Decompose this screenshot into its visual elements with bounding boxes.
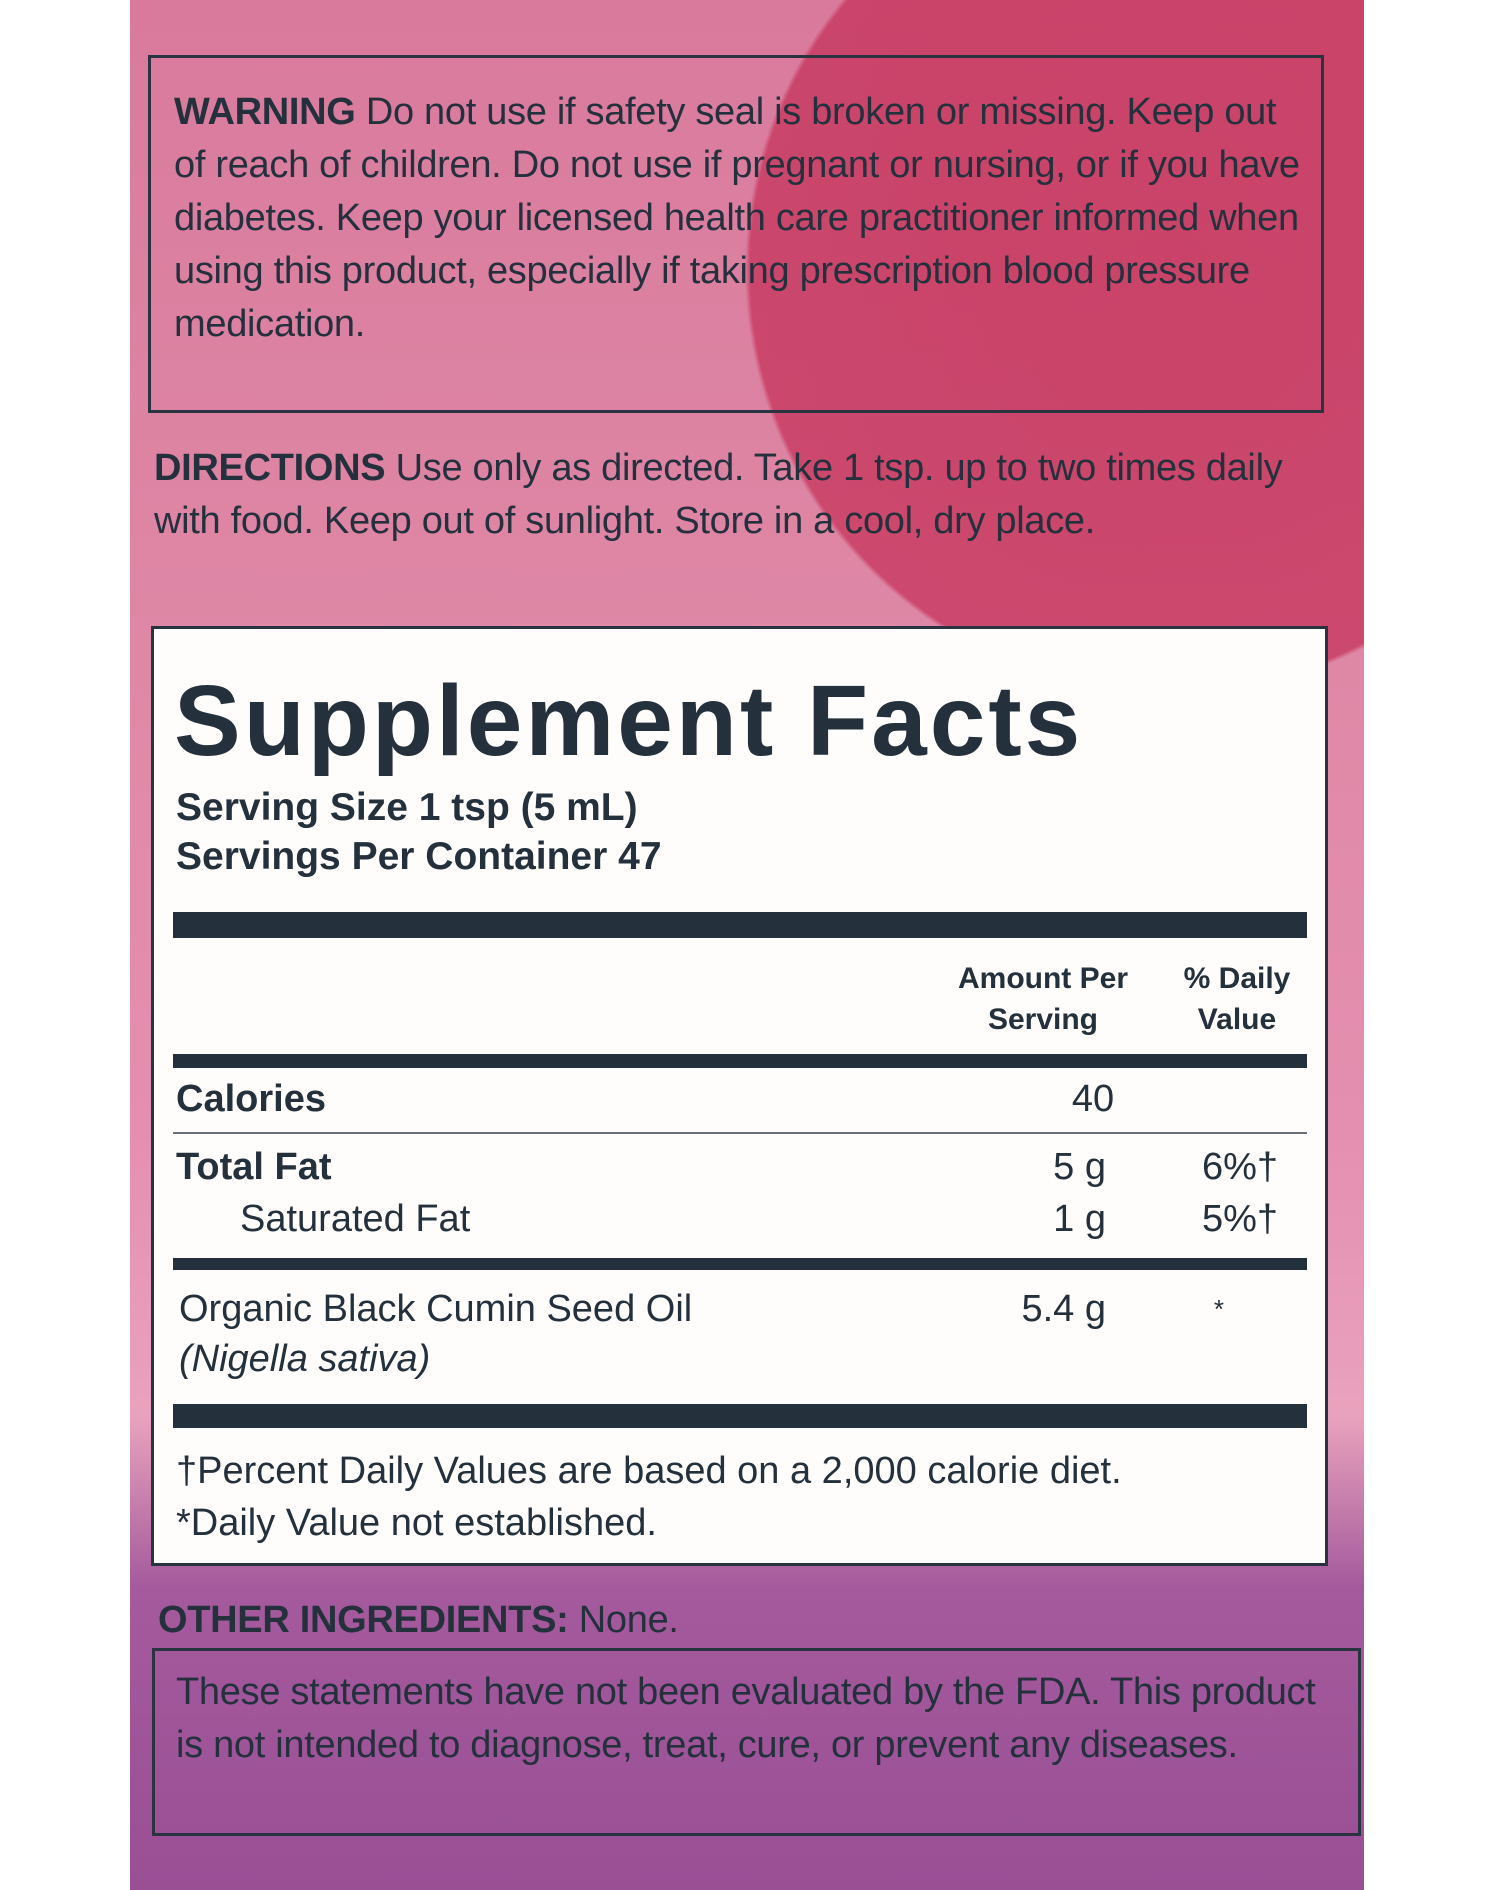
- ingredient-amount: 5.4 g: [1021, 1288, 1106, 1330]
- col-header-amount: Amount Per Serving: [923, 958, 1163, 1040]
- divider-thick: [173, 1404, 1307, 1428]
- facts-title: Supplement Facts: [174, 665, 1084, 777]
- ingredient-dv: *: [1213, 1294, 1224, 1324]
- col-dv-line1: % Daily: [1183, 962, 1291, 995]
- footnote-not-established: *Daily Value not established.: [176, 1502, 657, 1544]
- row-calories: Calories 40: [176, 1078, 1306, 1121]
- ingredient-name: Organic Black Cumin Seed Oil: [179, 1288, 693, 1330]
- nutrient-dv: 5%†: [1201, 1198, 1278, 1240]
- row-total-fat: Total Fat 5 g 6%†: [176, 1146, 1306, 1189]
- nutrient-amount: 40: [1071, 1078, 1115, 1120]
- divider-thin: [173, 1132, 1307, 1134]
- col-dv-line2: Value: [1197, 1003, 1277, 1036]
- divider-thick: [173, 912, 1307, 938]
- directions-text: DIRECTIONS Use only as directed. Take 1 …: [154, 442, 1304, 548]
- divider-medium: [173, 1054, 1307, 1068]
- row-black-cumin-oil: Organic Black Cumin Seed Oil (Nigella sa…: [179, 1288, 1306, 1381]
- other-ingredients-value: None.: [568, 1599, 679, 1641]
- serving-size: Serving Size 1 tsp (5 mL): [176, 786, 638, 829]
- footnote-dv: †Percent Daily Values are based on a 2,0…: [176, 1450, 1122, 1492]
- nutrient-dv: 6%†: [1201, 1146, 1278, 1188]
- nutrient-name: Saturated Fat: [240, 1198, 471, 1240]
- other-ingredients-heading: OTHER INGREDIENTS:: [158, 1599, 569, 1641]
- nutrient-amount: 1 g: [1053, 1198, 1106, 1240]
- warning-heading: WARNING: [174, 91, 356, 133]
- divider-medium: [173, 1258, 1307, 1270]
- nutrient-name: Calories: [176, 1078, 326, 1120]
- warning-box: [148, 55, 1324, 413]
- row-saturated-fat: Saturated Fat 1 g 5%†: [176, 1198, 1306, 1241]
- fda-disclaimer-box: [152, 1648, 1361, 1836]
- directions-heading: DIRECTIONS: [154, 447, 386, 489]
- warning-body: Do not use if safety seal is broken or m…: [174, 91, 1300, 345]
- ingredient-latin-name: (Nigella sativa): [179, 1338, 431, 1380]
- warning-text: WARNING Do not use if safety seal is bro…: [174, 86, 1314, 351]
- other-ingredients: OTHER INGREDIENTS: None.: [158, 1594, 679, 1647]
- servings-per-container: Servings Per Container 47: [176, 835, 662, 878]
- fda-disclaimer: These statements have not been evaluated…: [176, 1671, 1316, 1766]
- col-amount-line2: Serving: [987, 1003, 1099, 1036]
- col-header-dv: % Daily Value: [1157, 958, 1317, 1040]
- nutrient-name: Total Fat: [176, 1146, 332, 1188]
- col-amount-line1: Amount Per: [957, 962, 1128, 995]
- directions-body: Use only as directed. Take 1 tsp. up to …: [154, 447, 1283, 542]
- nutrient-amount: 5 g: [1053, 1146, 1106, 1188]
